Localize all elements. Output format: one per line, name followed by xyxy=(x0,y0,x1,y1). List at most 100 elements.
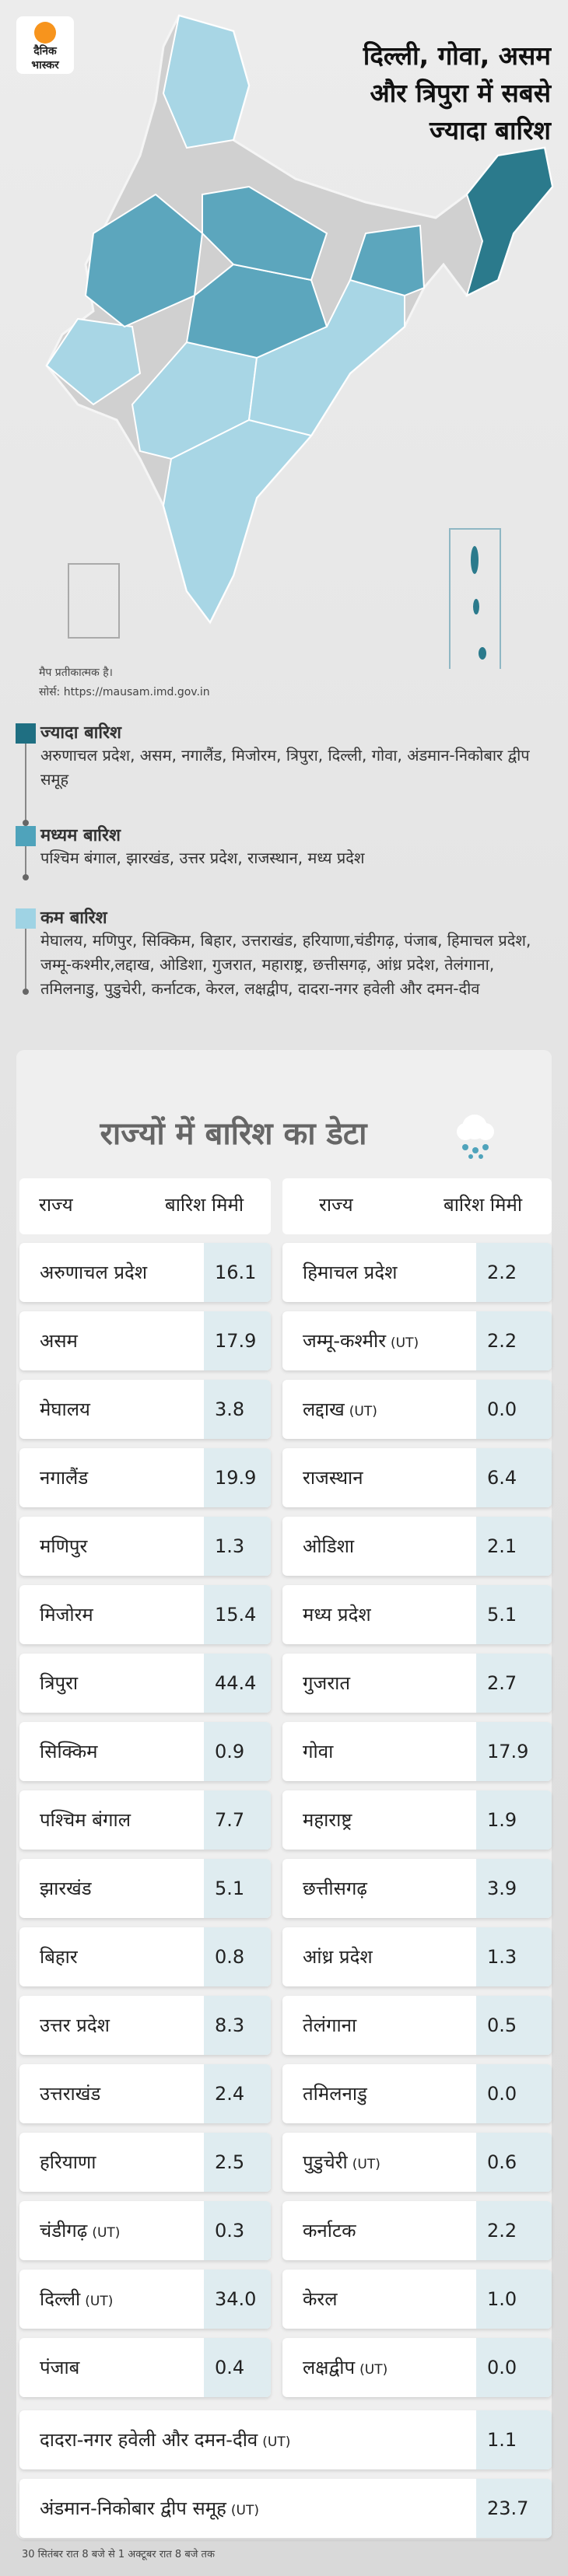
rain-value: 2.2 xyxy=(476,1243,552,1302)
state-name: अंडमान-निकोबार द्वीप समूह (UT) xyxy=(40,2479,259,2538)
row-cell: दादरा-नगर हवेली और दमन-दीव (UT) 1.1 xyxy=(19,2410,552,2469)
row-cell: हिमाचल प्रदेश 2.2 xyxy=(282,1243,552,1302)
inset-box xyxy=(68,563,120,639)
state: पंजाब xyxy=(40,2357,80,2378)
row-cell: केरल 1.0 xyxy=(282,2270,552,2329)
row-cell: पश्चिम बंगाल 7.7 xyxy=(19,1790,271,1850)
row-cell: झारखंड 5.1 xyxy=(19,1859,271,1918)
rain-value: 5.1 xyxy=(476,1585,552,1644)
rain-value: 1.9 xyxy=(476,1790,552,1850)
title: दिल्ली, गोवा, असम और त्रिपुरा में सबसे ज… xyxy=(363,37,551,149)
column-header: राज्य xyxy=(39,1194,73,1216)
ut-tag: (UT) xyxy=(359,2362,388,2378)
state: नगालैंड xyxy=(40,1467,89,1489)
rain-value: 1.3 xyxy=(204,1517,271,1576)
rain-value: 2.2 xyxy=(476,1311,552,1370)
legend-line xyxy=(25,744,26,823)
state-name: तेलंगाना xyxy=(303,1996,356,2055)
row-cell: तेलंगाना 0.5 xyxy=(282,1996,552,2055)
rain-value: 5.1 xyxy=(204,1859,271,1918)
state: पश्चिम बंगाल xyxy=(40,1809,131,1831)
state: मेघालय xyxy=(40,1398,90,1420)
rain-value: 0.0 xyxy=(476,1380,552,1439)
rain-value: 0.9 xyxy=(204,1722,271,1781)
state-name: गुजरात xyxy=(303,1654,350,1713)
state-name: झारखंड xyxy=(40,1859,92,1918)
state-name: पश्चिम बंगाल xyxy=(40,1790,131,1850)
header-cell xyxy=(19,1178,271,1234)
rain-value: 8.3 xyxy=(204,1996,271,2055)
state: अंडमान-निकोबार द्वीप समूह xyxy=(40,2497,226,2519)
rain-value: 19.9 xyxy=(204,1448,271,1507)
rain-value: 16.1 xyxy=(204,1243,271,1302)
state-name: आंध्र प्रदेश xyxy=(303,1927,373,1986)
state-name: मध्य प्रदेश xyxy=(303,1585,371,1644)
row-cell: पुडुचेरी (UT) 0.6 xyxy=(282,2133,552,2192)
state-name: दादरा-नगर हवेली और दमन-दीव (UT) xyxy=(40,2410,290,2469)
row-cell: मेघालय 3.8 xyxy=(19,1380,271,1439)
rain-value: 0.6 xyxy=(476,2133,552,2192)
region-light xyxy=(162,14,251,149)
state-name: उत्तर प्रदेश xyxy=(40,1996,110,2055)
state: दिल्ली xyxy=(40,2288,81,2310)
legend-line xyxy=(25,929,26,992)
column-header: राज्य xyxy=(319,1194,353,1216)
row-cell: महाराष्ट्र 1.9 xyxy=(282,1790,552,1850)
map-note: मैप प्रतीकात्मक है। xyxy=(39,667,113,679)
state: गोवा xyxy=(303,1741,334,1762)
legend-text: अरुणाचल प्रदेश, असम, नगालैंड, मिजोरम, त्… xyxy=(40,746,530,789)
rain-value: 2.7 xyxy=(476,1654,552,1713)
state-name: कर्नाटक xyxy=(303,2201,356,2260)
rain-value: 34.0 xyxy=(204,2270,271,2329)
rain-value: 2.4 xyxy=(204,2064,271,2123)
region-light xyxy=(45,317,142,406)
title-line: ज्यादा बारिश xyxy=(430,115,551,145)
rain-value: 1.1 xyxy=(476,2410,552,2469)
state-name: केरल xyxy=(303,2270,338,2329)
state: त्रिपुरा xyxy=(40,1672,79,1694)
rain-value: 0.5 xyxy=(476,1996,552,2055)
state-name: मिजोरम xyxy=(40,1585,93,1644)
state: छत्तीसगढ़ xyxy=(303,1878,367,1899)
state: चंडीगढ़ xyxy=(40,2220,88,2242)
rain-value: 0.4 xyxy=(204,2338,271,2397)
row-cell: राजस्थान 6.4 xyxy=(282,1448,552,1507)
header-cell xyxy=(282,1178,552,1234)
state: मणिपुर xyxy=(40,1535,88,1557)
state: लद्दाख xyxy=(303,1398,345,1420)
rain-value: 17.9 xyxy=(204,1311,271,1370)
island xyxy=(479,647,486,660)
state-name: मेघालय xyxy=(40,1380,90,1439)
state-name: त्रिपुरा xyxy=(40,1654,78,1713)
rain-value: 1.0 xyxy=(476,2270,552,2329)
legend-dot xyxy=(23,989,29,995)
title-line: दिल्ली, गोवा, असम xyxy=(363,40,551,71)
state-name: हिमाचल प्रदेश xyxy=(303,1243,397,1302)
logo-text: दैनिक xyxy=(33,44,58,58)
table-title: राज्यों में बारिश का डेटा xyxy=(100,1116,367,1152)
row-cell: लद्दाख (UT) 0.0 xyxy=(282,1380,552,1439)
state: राजस्थान xyxy=(303,1467,363,1489)
legend-dot xyxy=(23,874,29,880)
logo-text: भास्कर xyxy=(31,59,60,72)
region-medium xyxy=(349,224,426,297)
state-name: पंजाब xyxy=(40,2338,79,2397)
rain-value: 0.3 xyxy=(204,2201,271,2260)
legend-dot xyxy=(23,820,29,826)
rain-value: 7.7 xyxy=(204,1790,271,1850)
footer: 30 सितंबर रात 8 बजे से 1 अक्टूबर रात 8 ब… xyxy=(22,2549,215,2560)
row-cell: आंध्र प्रदेश 1.3 xyxy=(282,1927,552,1986)
region-heavy xyxy=(465,146,554,297)
rain-value: 0.0 xyxy=(476,2338,552,2397)
state-name: छत्तीसगढ़ xyxy=(303,1859,367,1918)
state: हरियाणा xyxy=(40,2151,96,2173)
row-cell: मणिपुर 1.3 xyxy=(19,1517,271,1576)
island xyxy=(471,546,479,574)
state: कर्नाटक xyxy=(303,2220,356,2242)
ut-tag: (UT) xyxy=(230,2503,259,2518)
state: उत्तराखंड xyxy=(40,2083,101,2105)
row-cell: उत्तर प्रदेश 8.3 xyxy=(19,1996,271,2055)
row-cell: लक्षद्वीप (UT) 0.0 xyxy=(282,2338,552,2397)
state-name: ओडिशा xyxy=(303,1517,354,1576)
